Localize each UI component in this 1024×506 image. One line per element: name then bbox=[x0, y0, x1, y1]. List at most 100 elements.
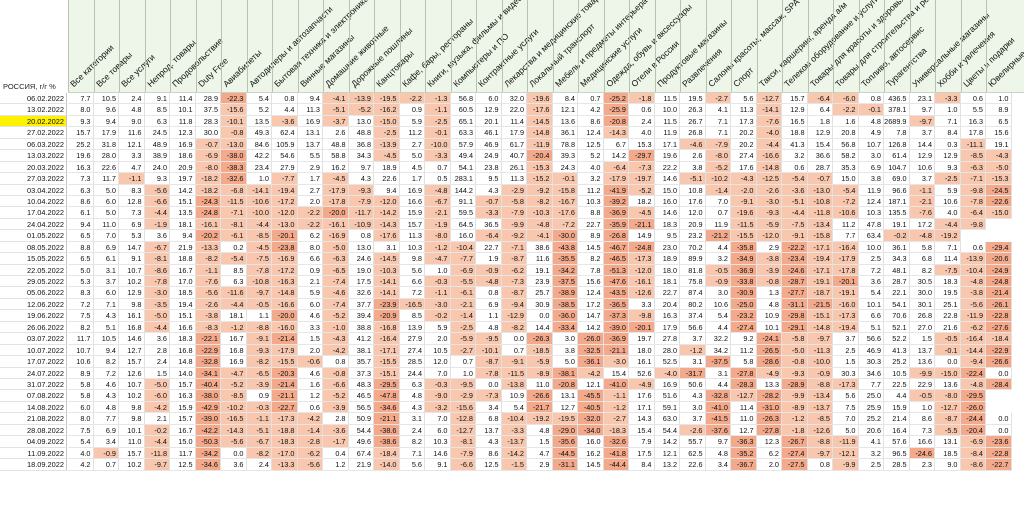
value-cell[interactable]: 3.8 bbox=[680, 161, 706, 174]
value-cell[interactable]: 5.9 bbox=[935, 184, 961, 196]
value-cell[interactable]: 32.0 bbox=[501, 93, 527, 105]
value-cell[interactable]: -29.5 bbox=[960, 390, 986, 402]
value-cell[interactable]: -18.3 bbox=[272, 436, 298, 448]
value-cell[interactable]: 5.8 bbox=[68, 379, 94, 391]
value-cell[interactable]: 12.3 bbox=[756, 436, 782, 448]
value-cell[interactable]: 10.9 bbox=[756, 310, 782, 322]
value-cell[interactable]: -25.2 bbox=[603, 93, 629, 105]
value-cell[interactable]: 4.4 bbox=[884, 390, 910, 402]
value-cell[interactable]: 9.3 bbox=[144, 173, 170, 185]
value-cell[interactable]: -9.7 bbox=[144, 459, 170, 471]
value-cell[interactable]: 26.3 bbox=[680, 104, 706, 116]
value-cell[interactable]: -10.4 bbox=[501, 413, 527, 425]
value-cell[interactable]: 2.5 bbox=[858, 253, 884, 265]
value-cell[interactable]: -28.9 bbox=[782, 379, 808, 391]
value-cell[interactable]: 0.0 bbox=[527, 310, 553, 322]
value-cell[interactable]: -12.7 bbox=[756, 93, 782, 105]
value-cell[interactable]: -24.9 bbox=[986, 264, 1012, 277]
value-cell[interactable]: 21.9 bbox=[348, 459, 374, 471]
value-cell[interactable]: 14.2 bbox=[654, 436, 680, 448]
value-cell[interactable]: 8.9 bbox=[578, 230, 604, 242]
value-cell[interactable]: -30.0 bbox=[552, 230, 578, 242]
value-cell[interactable]: 81.8 bbox=[680, 264, 706, 277]
value-cell[interactable]: -3.8 bbox=[960, 287, 986, 299]
value-cell[interactable]: 6.0 bbox=[476, 93, 502, 105]
value-cell[interactable]: 25.7 bbox=[527, 287, 553, 299]
value-cell[interactable]: 7.5 bbox=[68, 424, 94, 437]
value-cell[interactable]: 13.7 bbox=[909, 344, 935, 357]
value-cell[interactable]: -40.5 bbox=[578, 401, 604, 414]
value-cell[interactable]: -22.9 bbox=[195, 344, 221, 357]
value-cell[interactable]: 23.0 bbox=[654, 241, 680, 254]
value-cell[interactable]: -6.4 bbox=[960, 207, 986, 219]
value-cell[interactable]: -16.6 bbox=[272, 298, 298, 311]
value-cell[interactable]: 7.5 bbox=[833, 401, 859, 414]
value-cell[interactable]: 3.7 bbox=[680, 333, 706, 345]
value-cell[interactable]: -8.1 bbox=[144, 253, 170, 265]
value-cell[interactable]: 3.7 bbox=[909, 127, 935, 139]
value-cell[interactable]: -1.7 bbox=[323, 436, 349, 448]
value-cell[interactable]: 11.5 bbox=[654, 115, 680, 128]
value-cell[interactable]: 2.4 bbox=[119, 93, 145, 105]
value-cell[interactable]: 54.1 bbox=[884, 298, 910, 311]
value-cell[interactable]: -24.4 bbox=[960, 413, 986, 425]
value-cell[interactable]: 4.4 bbox=[272, 104, 298, 116]
value-cell[interactable]: -1.1 bbox=[425, 104, 451, 116]
value-cell[interactable]: -38.0 bbox=[221, 150, 247, 162]
value-cell[interactable]: 10.7 bbox=[68, 344, 94, 357]
value-cell[interactable]: -32.0 bbox=[578, 413, 604, 425]
value-cell[interactable]: -2.9 bbox=[450, 390, 476, 402]
value-cell[interactable]: 6.6 bbox=[399, 276, 425, 288]
value-cell[interactable]: 36.8 bbox=[348, 138, 374, 151]
value-cell[interactable]: 42.2 bbox=[246, 150, 272, 162]
value-cell[interactable]: -17.0 bbox=[272, 447, 298, 460]
value-cell[interactable]: 6.1 bbox=[68, 207, 94, 219]
value-cell[interactable]: 10.6 bbox=[705, 298, 731, 311]
value-cell[interactable]: 3.1 bbox=[93, 264, 119, 277]
value-cell[interactable]: -21.1 bbox=[603, 344, 629, 357]
value-cell[interactable]: 9.7 bbox=[909, 104, 935, 116]
value-cell[interactable]: -5.2 bbox=[323, 390, 349, 402]
value-cell[interactable]: -17.9 bbox=[603, 173, 629, 185]
value-cell[interactable]: 15.7 bbox=[170, 413, 196, 425]
date-cell[interactable]: 20.02.2022 bbox=[0, 115, 67, 128]
value-cell[interactable]: 13.7 bbox=[297, 138, 323, 151]
value-cell[interactable]: -3.3 bbox=[476, 207, 502, 219]
value-cell[interactable]: -9.4 bbox=[501, 298, 527, 311]
value-cell[interactable]: -13.0 bbox=[272, 218, 298, 231]
value-cell[interactable]: -12.1 bbox=[833, 447, 859, 460]
value-cell[interactable]: 18.3 bbox=[170, 333, 196, 345]
value-cell[interactable]: 13.5 bbox=[170, 207, 196, 219]
column-header[interactable]: Такси, каршеринг, аренда а/м bbox=[756, 0, 848, 92]
value-cell[interactable]: 1.6 bbox=[833, 115, 859, 128]
value-cell[interactable]: 12.9 bbox=[935, 150, 961, 162]
value-cell[interactable]: 8.3 bbox=[68, 287, 94, 299]
value-cell[interactable]: -16.1 bbox=[323, 218, 349, 231]
value-cell[interactable]: 10.1 bbox=[170, 104, 196, 116]
value-cell[interactable]: 16.3 bbox=[170, 390, 196, 402]
value-cell[interactable]: -6.4 bbox=[476, 230, 502, 242]
value-cell[interactable]: -2.7 bbox=[450, 344, 476, 357]
value-cell[interactable]: -27.7 bbox=[782, 287, 808, 299]
column-header[interactable]: Лекарства и медицинские товары bbox=[501, 0, 605, 92]
value-cell[interactable]: -39.0 bbox=[603, 321, 629, 334]
value-cell[interactable]: -3.6 bbox=[323, 424, 349, 437]
column-header[interactable]: Товары для красоты и здоровья bbox=[807, 0, 906, 92]
value-cell[interactable]: 27.8 bbox=[654, 333, 680, 345]
value-cell[interactable]: 52.2 bbox=[884, 333, 910, 345]
value-cell[interactable]: 9.6 bbox=[93, 104, 119, 116]
value-cell[interactable]: -11.5 bbox=[731, 218, 757, 231]
value-cell[interactable]: -28.7 bbox=[782, 276, 808, 288]
column-header[interactable]: Хобби и увлечения bbox=[935, 0, 997, 92]
column-header[interactable]: Медицинские услуги bbox=[578, 0, 644, 92]
value-cell[interactable]: -7.3 bbox=[476, 390, 502, 402]
value-cell[interactable]: 3.3 bbox=[119, 150, 145, 162]
value-cell[interactable]: 7.2 bbox=[399, 287, 425, 299]
value-cell[interactable]: -11.9 bbox=[960, 310, 986, 322]
value-cell[interactable]: 4.3 bbox=[93, 390, 119, 402]
value-cell[interactable]: 36.6 bbox=[807, 150, 833, 162]
value-cell[interactable]: 4.8 bbox=[756, 298, 782, 311]
value-cell[interactable]: 19.1 bbox=[986, 138, 1012, 151]
value-cell[interactable]: 15.0 bbox=[833, 173, 859, 185]
value-cell[interactable]: -2.7 bbox=[603, 413, 629, 425]
